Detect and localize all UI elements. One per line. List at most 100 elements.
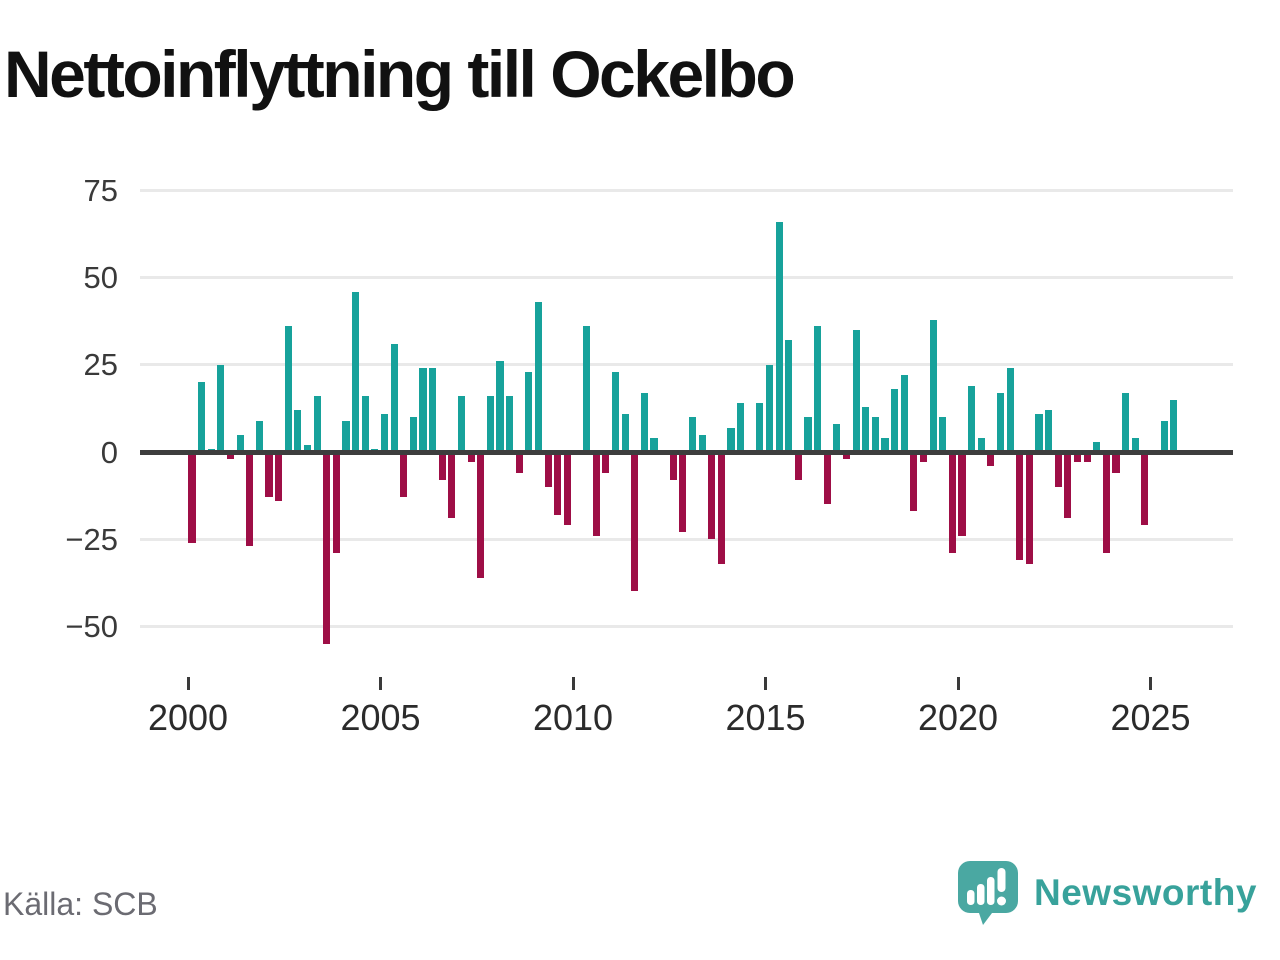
x-tick — [379, 677, 382, 690]
bar — [592, 452, 600, 536]
bar — [852, 329, 860, 452]
brand-name: Newsworthy — [1034, 872, 1257, 913]
bar — [332, 452, 340, 554]
bar — [717, 452, 725, 564]
x-tick-label: 2010 — [532, 697, 614, 738]
bar — [621, 413, 629, 452]
bar — [900, 375, 908, 452]
bar — [313, 396, 321, 452]
x-tick-label: 2005 — [340, 697, 421, 738]
bar — [804, 417, 812, 452]
bar — [477, 452, 485, 578]
x-tick-label: 2000 — [147, 697, 229, 738]
bar — [294, 410, 302, 452]
bar — [1064, 452, 1072, 519]
bar — [611, 371, 620, 452]
bar — [1160, 420, 1168, 452]
bar — [188, 452, 196, 543]
x-tick-label: 2015 — [725, 697, 806, 738]
bar — [708, 452, 716, 540]
bar — [544, 452, 552, 487]
bar — [448, 452, 456, 519]
bar — [1016, 452, 1024, 561]
bar — [563, 452, 571, 526]
bar — [400, 452, 408, 498]
bar — [698, 434, 706, 452]
bar — [1170, 399, 1178, 452]
x-tick — [1149, 677, 1152, 690]
bar — [1131, 438, 1139, 452]
y-tick-label: 25 — [83, 347, 118, 383]
bar — [640, 392, 648, 452]
bar — [284, 326, 292, 452]
bar — [765, 364, 774, 452]
bar — [246, 452, 254, 547]
bar — [987, 452, 995, 466]
bar — [554, 452, 562, 515]
bar — [833, 424, 841, 452]
bar — [380, 413, 389, 452]
bar — [1112, 452, 1120, 473]
bar — [457, 396, 466, 452]
chart-title: Nettoinflyttning till Ockelbo — [4, 37, 796, 111]
bar — [255, 420, 263, 452]
bar — [1054, 452, 1062, 487]
bar — [265, 452, 273, 498]
x-axis-zero-line — [140, 449, 1233, 455]
y-tick-label: 50 — [83, 260, 118, 296]
x-tick-label: 2025 — [1110, 697, 1191, 738]
x-tick — [186, 677, 190, 690]
y-tick-label: −50 — [65, 608, 118, 644]
bar — [1093, 441, 1101, 452]
bar — [1025, 452, 1033, 564]
bar — [217, 364, 225, 452]
x-tick — [571, 677, 575, 690]
bar — [958, 452, 966, 536]
bar — [342, 420, 350, 452]
bar — [1102, 452, 1110, 554]
bar — [794, 452, 802, 480]
x-tick — [764, 677, 767, 690]
bar — [419, 368, 427, 452]
bar — [939, 417, 947, 452]
brand-logo: Newsworthy — [956, 858, 1257, 928]
bar — [602, 452, 610, 473]
gridline — [140, 276, 1233, 280]
x-tick-label: 2020 — [917, 697, 999, 738]
gridline — [140, 363, 1233, 367]
y-tick-label: 0 — [100, 434, 118, 470]
bar — [1045, 410, 1053, 452]
bar — [650, 438, 658, 452]
bar — [688, 417, 697, 452]
bar — [226, 452, 235, 459]
bar — [525, 371, 533, 452]
bar — [352, 291, 360, 452]
bar — [236, 434, 244, 452]
x-tick — [956, 677, 960, 690]
bar — [1035, 413, 1043, 452]
bar — [303, 445, 312, 452]
bar — [429, 368, 437, 452]
bar — [496, 361, 504, 452]
bar — [977, 438, 985, 452]
bar — [727, 427, 735, 452]
bar — [814, 326, 822, 452]
bar — [583, 326, 591, 452]
bar — [756, 403, 764, 452]
bar — [409, 417, 417, 452]
bar — [785, 340, 793, 452]
bar — [842, 452, 851, 459]
bar — [390, 343, 398, 452]
newsworthy-speech-bubble-chart-icon — [956, 859, 1020, 927]
bar — [198, 382, 206, 452]
bar — [467, 452, 475, 463]
bar — [486, 396, 494, 452]
bar — [871, 417, 879, 452]
bar — [1122, 392, 1130, 452]
bar — [919, 452, 928, 463]
gridline — [140, 188, 1233, 192]
bar — [506, 396, 514, 452]
bar — [275, 452, 283, 501]
bar — [1006, 368, 1014, 452]
